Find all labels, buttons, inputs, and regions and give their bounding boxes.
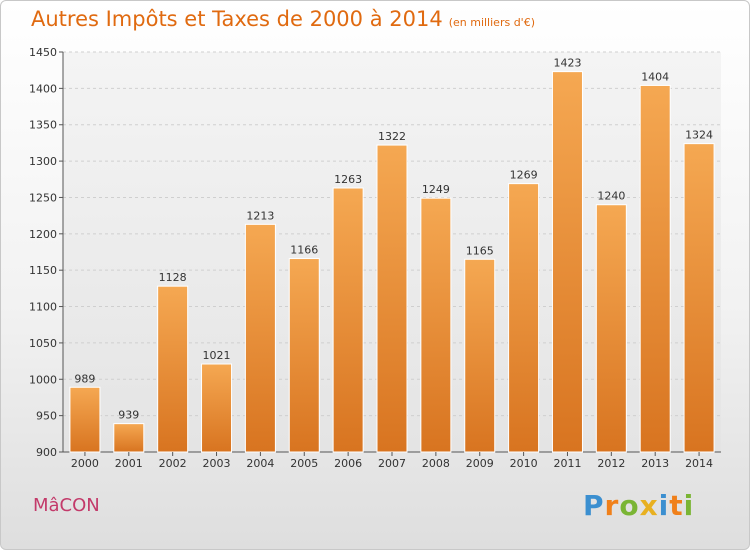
y-tick-label: 1350 [29, 119, 57, 132]
bar-2001 [113, 423, 145, 453]
value-label-2013: 1404 [641, 70, 669, 83]
value-label-2014: 1324 [685, 129, 713, 142]
value-label-2006: 1263 [334, 173, 362, 186]
logo-letter: t [669, 489, 684, 522]
logo-letter: i [683, 489, 695, 522]
bar-2010 [508, 183, 540, 453]
x-tick-label-2003: 2003 [203, 457, 231, 470]
value-label-2008: 1249 [422, 183, 450, 196]
logo-letter: r [604, 489, 620, 522]
x-tick-label-2007: 2007 [378, 457, 406, 470]
chart-title-text: Autres Impôts et Taxes de 2000 à 2014 [31, 7, 443, 31]
bar-2004 [244, 223, 276, 453]
value-label-2011: 1423 [553, 57, 581, 70]
x-tick-label-2000: 2000 [71, 457, 99, 470]
bar-2008 [420, 197, 452, 453]
value-label-2005: 1166 [290, 244, 318, 257]
bar-2007 [376, 144, 408, 453]
bar-2006 [332, 187, 364, 453]
bar-2013 [639, 84, 671, 453]
bar-2002 [157, 285, 189, 453]
x-tick-label-2011: 2011 [553, 457, 581, 470]
x-tick-label-2006: 2006 [334, 457, 362, 470]
x-tick-label-2002: 2002 [159, 457, 187, 470]
y-tick-label: 950 [36, 410, 57, 423]
logo-letter: i [658, 489, 670, 522]
chart-units: (en milliers d'€) [448, 16, 535, 29]
logo-letter: x [639, 489, 659, 522]
bar-2000 [69, 386, 101, 453]
y-tick-label: 1250 [29, 191, 57, 204]
x-tick-label-2014: 2014 [685, 457, 713, 470]
value-label-2002: 1128 [159, 271, 187, 284]
value-label-2004: 1213 [246, 209, 274, 222]
x-tick-label-2013: 2013 [641, 457, 669, 470]
x-tick-label-2001: 2001 [115, 457, 143, 470]
y-tick-label: 1000 [29, 373, 57, 386]
x-tick-label-2009: 2009 [466, 457, 494, 470]
value-label-2003: 1021 [203, 349, 231, 362]
value-label-2001: 939 [118, 409, 139, 422]
x-tick-label-2010: 2010 [510, 457, 538, 470]
bar-2005 [288, 258, 320, 453]
y-tick-label: 1400 [29, 82, 57, 95]
y-tick-label: 1200 [29, 228, 57, 241]
value-label-2010: 1269 [510, 169, 538, 182]
y-tick-label: 1300 [29, 155, 57, 168]
bar-2012 [595, 204, 627, 453]
y-tick-label: 1100 [29, 301, 57, 314]
y-tick-label: 900 [36, 446, 57, 459]
y-tick-label: 1050 [29, 337, 57, 350]
y-tick-label: 1450 [29, 46, 57, 59]
value-label-2009: 1165 [466, 244, 494, 257]
value-label-2012: 1240 [597, 190, 625, 203]
x-tick-label-2004: 2004 [246, 457, 274, 470]
bar-2003 [201, 363, 233, 453]
x-tick-label-2012: 2012 [597, 457, 625, 470]
chart-title: Autres Impôts et Taxes de 2000 à 2014 (en… [31, 7, 535, 31]
x-tick-label-2008: 2008 [422, 457, 450, 470]
logo-letter: o [619, 489, 640, 522]
x-tick-label-2005: 2005 [290, 457, 318, 470]
value-label-2007: 1322 [378, 130, 406, 143]
bar-2011 [551, 71, 583, 453]
bar-2009 [464, 258, 496, 453]
logo-letter: P [583, 489, 605, 522]
value-label-2000: 989 [74, 372, 95, 385]
city-name: MâCON [33, 495, 100, 516]
bar-2014 [683, 143, 715, 453]
y-tick-label: 1150 [29, 264, 57, 277]
